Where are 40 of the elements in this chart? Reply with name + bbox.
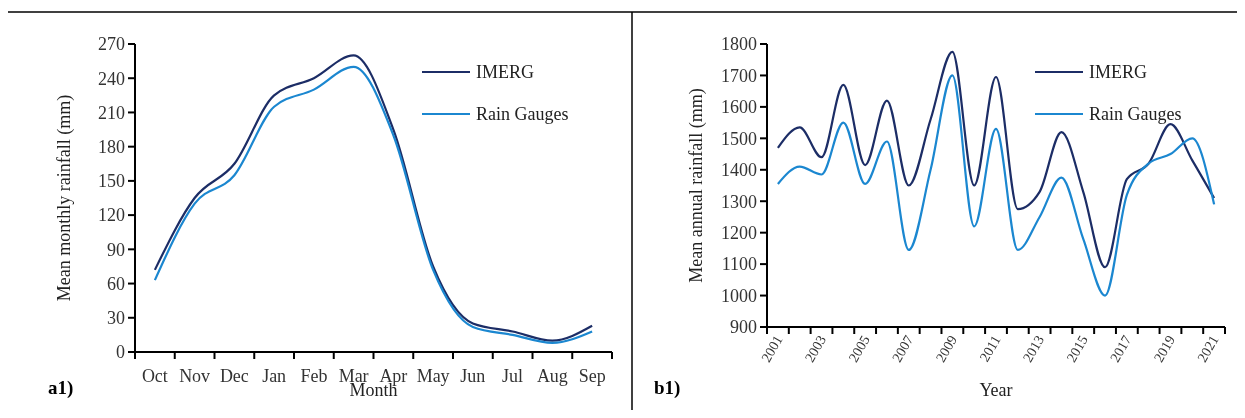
y-tick-label: 210 — [98, 102, 125, 123]
y-tick-label: 120 — [98, 205, 125, 226]
x-tick-label: Jan — [262, 366, 287, 386]
y-tick-label: 1200 — [721, 222, 757, 243]
y-tick-label: 1300 — [721, 191, 757, 212]
x-tick-label: Jun — [460, 366, 486, 386]
y-tick-label: 240 — [98, 68, 125, 89]
x-tick-label: Dec — [219, 366, 249, 386]
x-axis-title: Year — [979, 380, 1013, 400]
legend-label: IMERG — [1089, 62, 1147, 83]
y-tick-label: 0 — [116, 342, 125, 363]
y-axis-title: Mean monthly rainfall (mm) — [54, 94, 75, 302]
y-tick-label: 900 — [730, 317, 757, 338]
legend-label: IMERG — [476, 62, 534, 83]
x-tick-label: Jul — [502, 366, 524, 386]
x-tick-label: Aug — [536, 366, 568, 386]
y-tick-label: 1500 — [721, 128, 757, 149]
y-tick-label: 1100 — [721, 254, 757, 275]
y-tick-label: 1700 — [721, 65, 757, 86]
y-tick-label: 1800 — [721, 34, 757, 55]
x-tick-label: May — [416, 366, 450, 386]
text: a1) — [48, 377, 74, 399]
y-tick-label: 180 — [98, 136, 125, 157]
y-tick-label: 1400 — [721, 160, 757, 181]
y-tick-label: 1600 — [721, 97, 757, 118]
x-tick-label: Feb — [300, 366, 328, 386]
y-tick-label: 90 — [107, 239, 125, 260]
legend-label: Rain Gauges — [476, 104, 569, 125]
text: b1) — [654, 377, 681, 399]
y-tick-label: 30 — [107, 308, 125, 329]
x-tick-label: Nov — [179, 366, 211, 386]
line-series — [776, 50, 1216, 269]
legend-label: Rain Gauges — [1089, 104, 1182, 125]
y-axis-title: Mean annual rainfall (mm) — [686, 88, 707, 283]
y-tick-label: 150 — [98, 171, 125, 192]
y-tick-label: 1000 — [721, 285, 757, 306]
y-tick-label: 270 — [98, 34, 125, 55]
y-tick-label: 60 — [107, 273, 125, 294]
x-tick-label: Oct — [141, 366, 168, 386]
x-tick-label: Sep — [578, 366, 606, 386]
